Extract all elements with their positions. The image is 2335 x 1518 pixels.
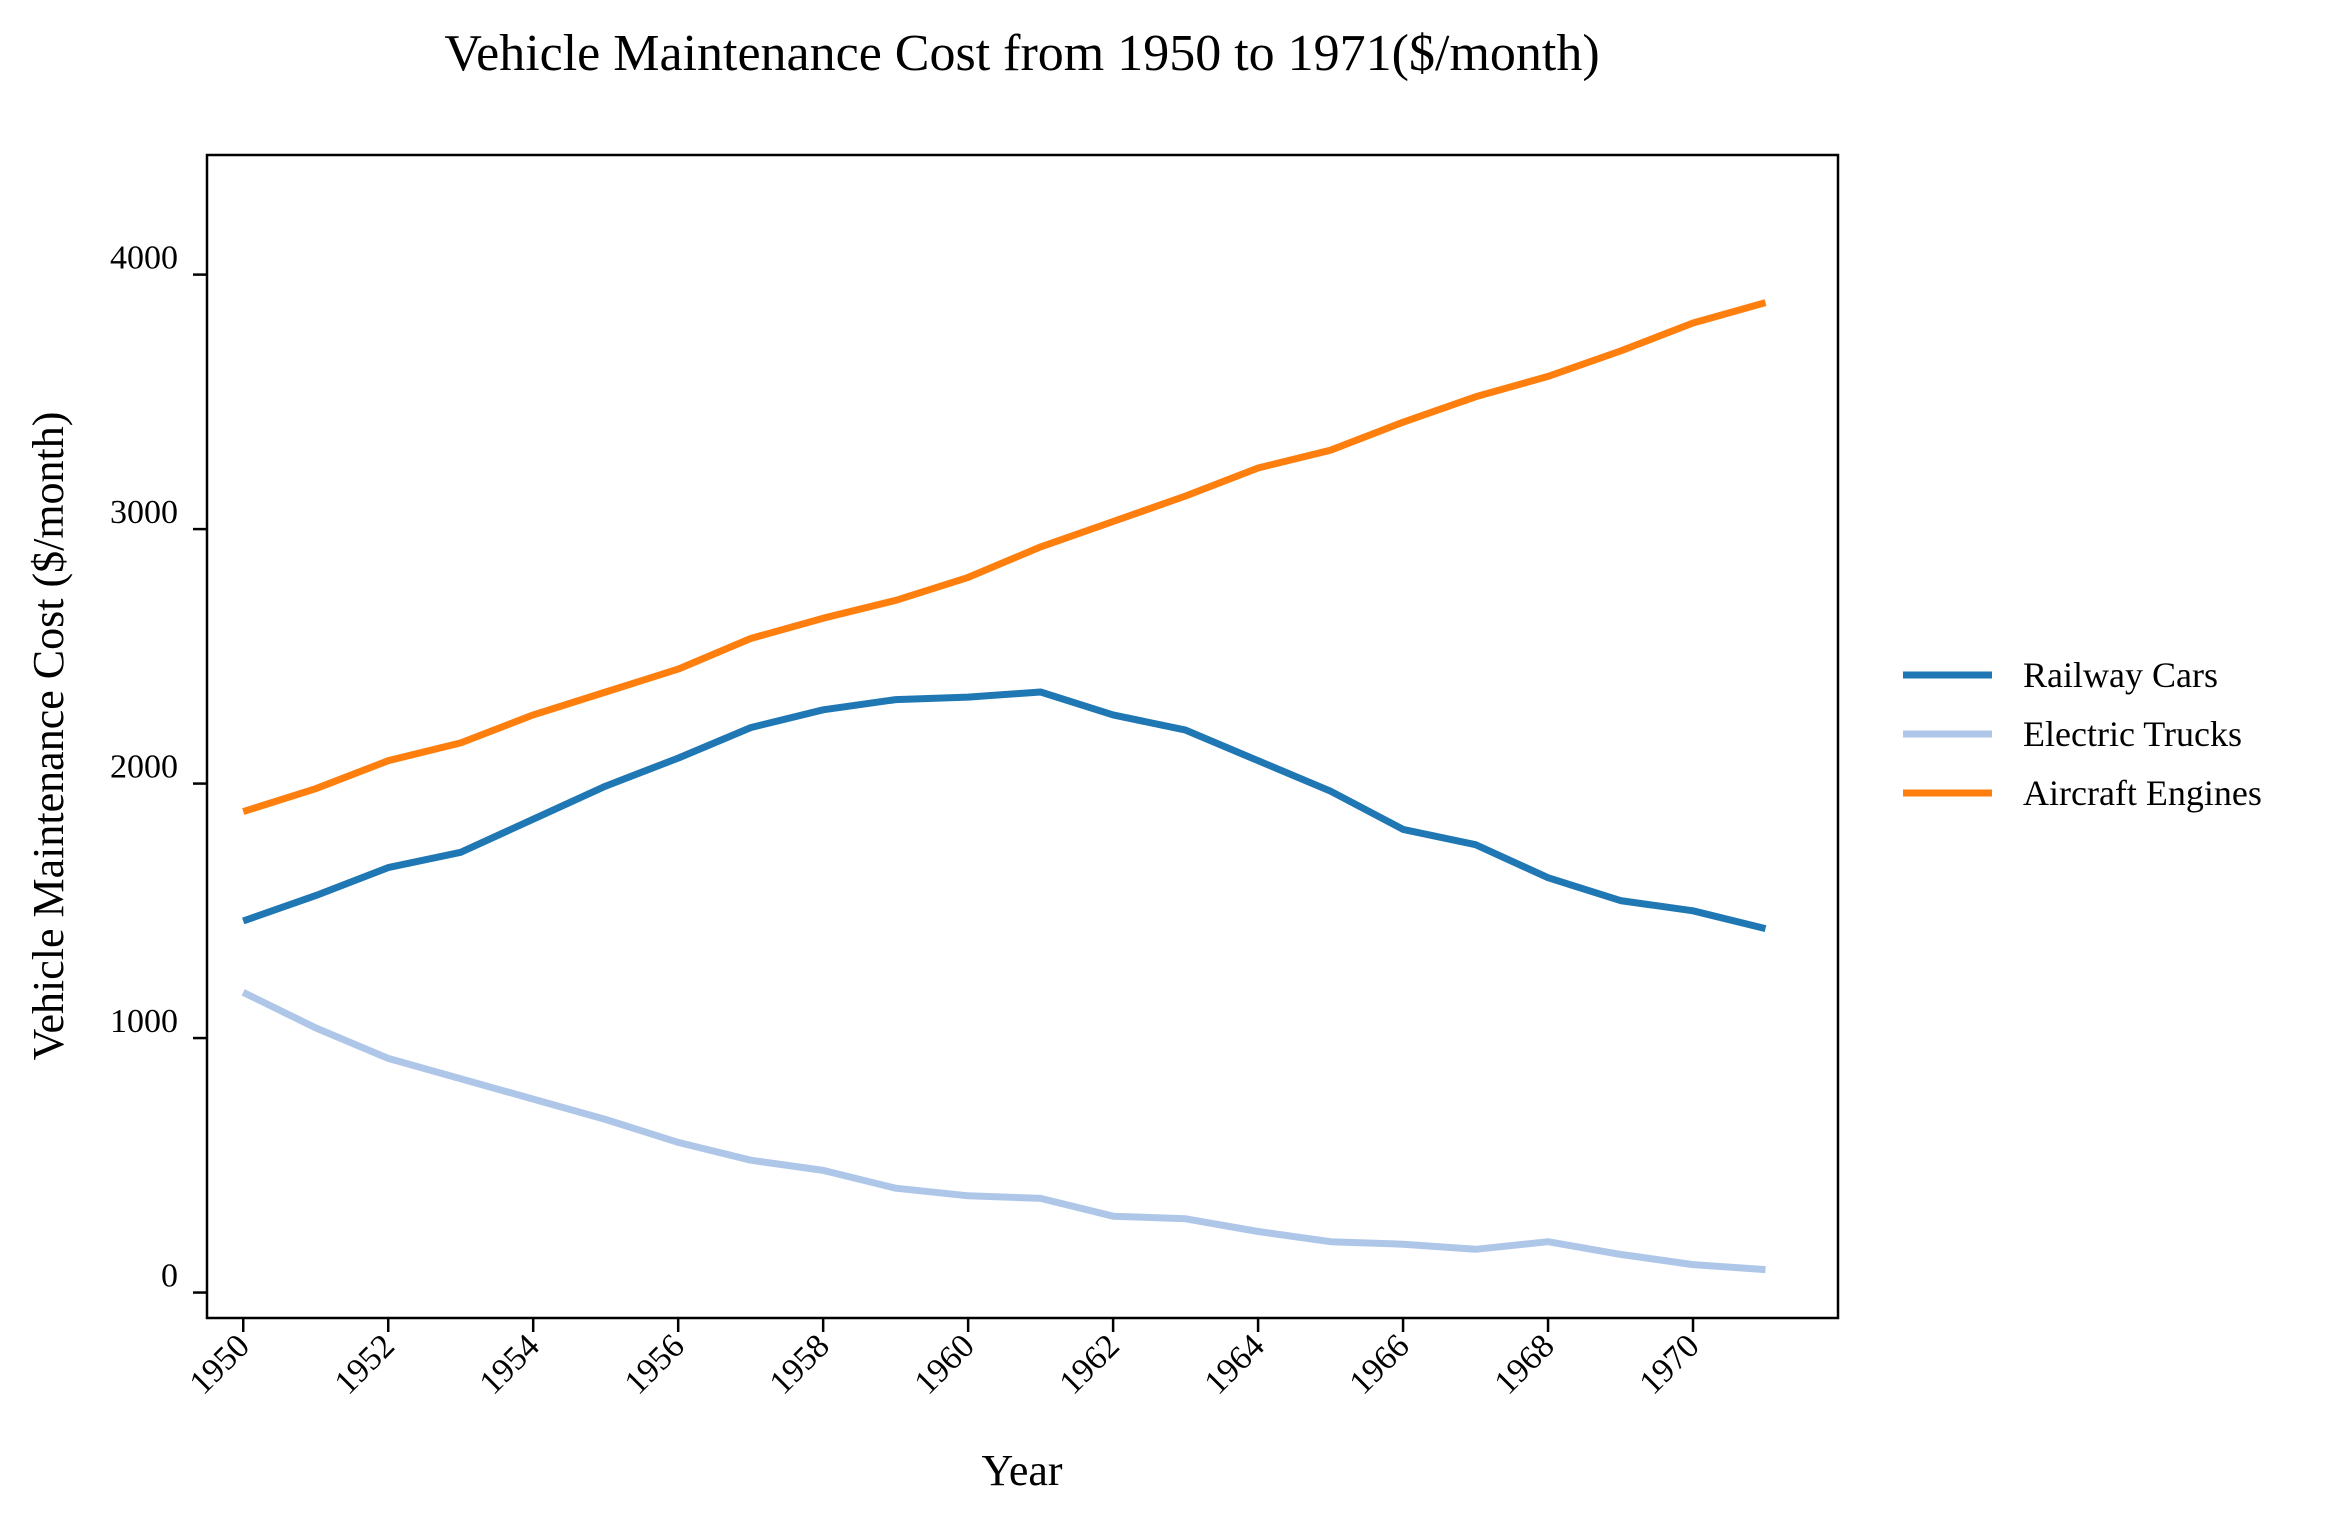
x-tick-label: 1958 bbox=[763, 1327, 837, 1401]
x-tick-label: 1964 bbox=[1197, 1327, 1271, 1401]
chart-title: Vehicle Maintenance Cost from 1950 to 19… bbox=[444, 25, 1599, 82]
x-tick-label: 1962 bbox=[1053, 1327, 1127, 1401]
x-tick-label: 1950 bbox=[183, 1327, 257, 1401]
x-tick-label: 1960 bbox=[908, 1327, 982, 1401]
x-axis: 1950 1952 1954 1956 1958 1960 1962 1964 1966 1968… bbox=[183, 1318, 1707, 1402]
series-layer bbox=[241, 299, 1767, 1274]
x-tick-label: 1970 bbox=[1632, 1327, 1706, 1401]
legend-label: Electric Trucks bbox=[2023, 714, 2242, 754]
plot-frame bbox=[205, 153, 1840, 1320]
x-axis-label: Year bbox=[981, 1446, 1062, 1495]
y-tick-label: 0 bbox=[161, 1258, 178, 1295]
y-tick-label: 3000 bbox=[110, 494, 178, 531]
y-axis: 0 1000 2000 3000 4000 bbox=[110, 240, 207, 1295]
y-axis-label: Vehicle Maintenance Cost ($/month) bbox=[24, 412, 73, 1061]
x-tick-label: 1952 bbox=[328, 1327, 402, 1401]
legend-label: Railway Cars bbox=[2023, 655, 2218, 695]
series-line-railway-cars bbox=[242, 688, 1767, 932]
y-tick-label: 1000 bbox=[110, 1003, 178, 1040]
series-line-electric-trucks bbox=[241, 989, 1766, 1274]
y-tick-label: 4000 bbox=[110, 240, 178, 277]
plot-area bbox=[205, 153, 1840, 1320]
legend: Railway Cars Electric Trucks Aircraft Engi… bbox=[1903, 655, 2262, 813]
legend-label: Aircraft Engines bbox=[2023, 773, 2262, 813]
x-tick-label: 1956 bbox=[618, 1327, 692, 1401]
series-line-aircraft-engines bbox=[242, 299, 1767, 815]
x-tick-label: 1966 bbox=[1342, 1327, 1416, 1401]
x-tick-label: 1954 bbox=[473, 1327, 547, 1401]
y-tick-label: 2000 bbox=[110, 749, 178, 786]
x-tick-label: 1968 bbox=[1487, 1327, 1561, 1401]
